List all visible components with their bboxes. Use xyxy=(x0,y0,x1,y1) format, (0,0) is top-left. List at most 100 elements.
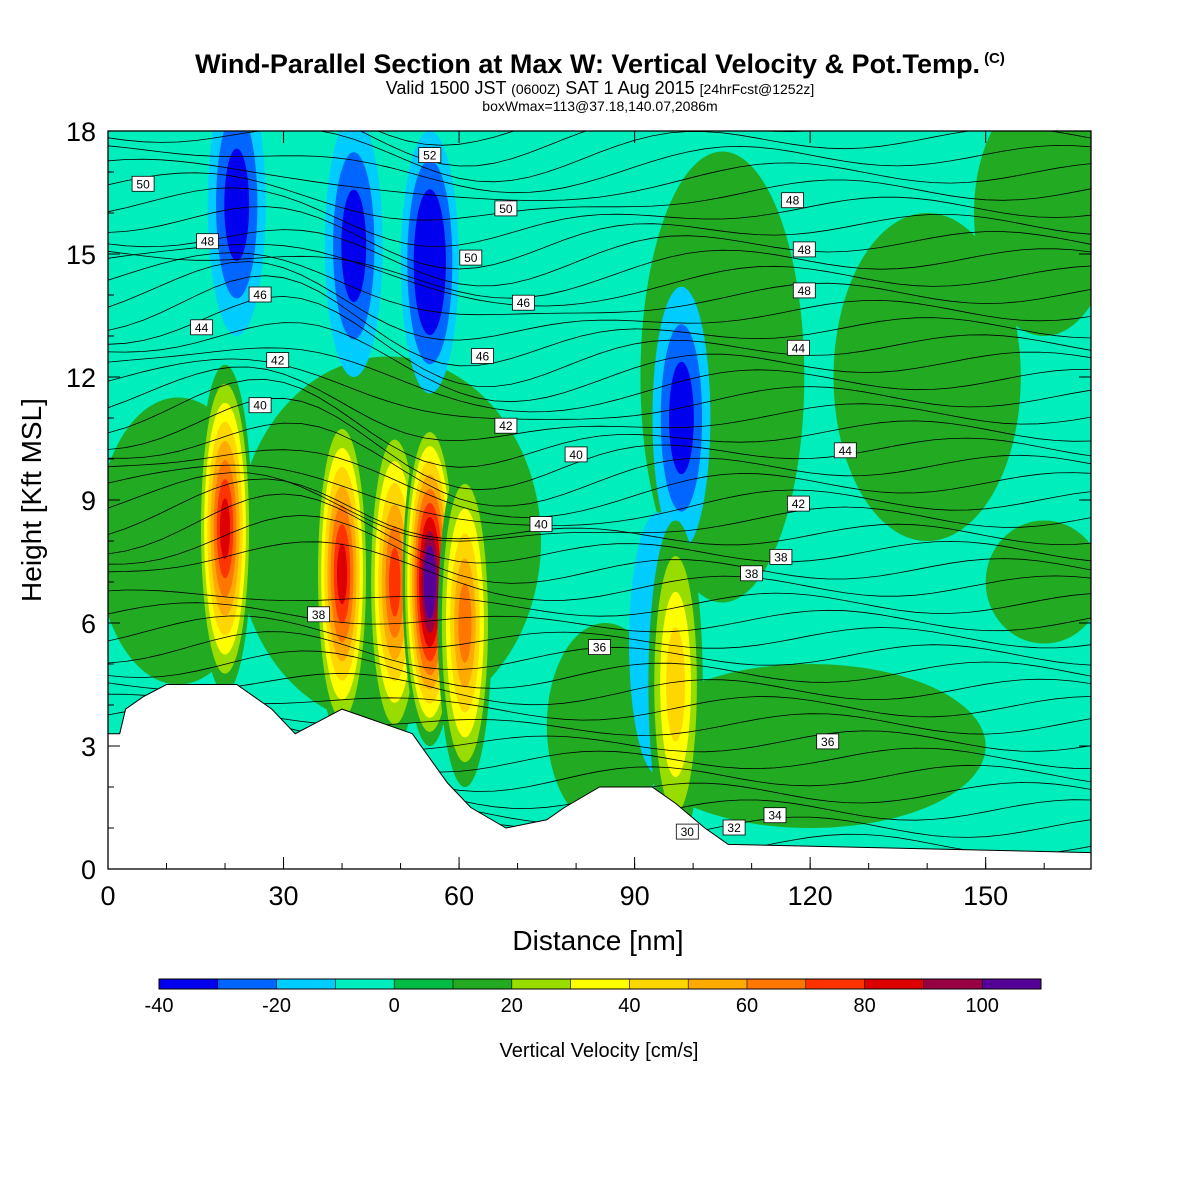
theta-label-text: 52 xyxy=(423,149,437,163)
theta-label-text: 50 xyxy=(464,251,478,265)
theta-contour xyxy=(108,589,1091,617)
theta-contour xyxy=(108,379,1091,468)
copyright-mark: (C) xyxy=(984,50,1005,67)
theta-contour xyxy=(108,347,1091,413)
theta-label: 48 xyxy=(196,233,219,250)
theta-label-box xyxy=(763,807,787,824)
x-axis-title: Distance [nm] xyxy=(512,925,683,956)
theta-label-box xyxy=(787,495,810,512)
theta-label-text: 38 xyxy=(745,567,759,581)
theta-label: 46 xyxy=(471,348,494,364)
theta-contour xyxy=(108,464,1091,527)
y-tick-label: 9 xyxy=(81,486,96,516)
valid-time: Valid 1500 JST (0600Z) SAT 1 Aug 2015 [2… xyxy=(385,78,815,98)
theta-label-box xyxy=(816,733,840,750)
x-tick-label: 30 xyxy=(269,881,299,911)
contour-label-layer: 50 52 50 48 48 50 48 46 48 46 46 44 44 42 44 40 42 40 42 40… xyxy=(131,147,857,840)
y-tick-label: 18 xyxy=(66,117,96,147)
theta-label: 48 xyxy=(792,241,816,258)
x-tick-label: 0 xyxy=(100,881,115,911)
theta-contour xyxy=(108,295,1091,387)
theta-contour xyxy=(108,131,1091,183)
theta-label-text: 40 xyxy=(534,518,548,532)
theta-contour xyxy=(108,693,1091,721)
theta-label-box xyxy=(459,249,483,266)
theta-label-box xyxy=(781,192,804,209)
theta-label: 50 xyxy=(131,175,155,192)
theta-label: 38 xyxy=(740,565,763,582)
colorbar-swatch xyxy=(159,979,219,989)
theta-label-text: 36 xyxy=(593,641,607,655)
updraft-contour xyxy=(219,498,231,560)
downdraft-contour xyxy=(420,218,440,306)
theta-label-box xyxy=(494,417,518,434)
x-tick-label: 90 xyxy=(620,881,650,911)
downdraft-contour xyxy=(341,189,367,303)
colorbar-tick-label: -20 xyxy=(262,995,291,1017)
theta-contour xyxy=(108,187,1091,248)
theta-contour xyxy=(108,275,1091,367)
y-axis-title: Height [Kft MSL] xyxy=(16,398,47,602)
theta-label-box xyxy=(833,442,857,459)
theta-label-text: 36 xyxy=(821,735,835,749)
theta-label: 40 xyxy=(529,516,553,532)
theta-label-text: 50 xyxy=(136,177,150,191)
colorbar-swatch xyxy=(453,979,513,989)
theta-label-box xyxy=(190,319,214,336)
theta-label-box xyxy=(564,446,588,463)
theta-label-text: 38 xyxy=(774,550,788,564)
colorbar-tick-label: 100 xyxy=(966,995,999,1017)
colorbar-tick-label: 0 xyxy=(389,995,400,1017)
colorbar-swatch xyxy=(570,979,630,989)
theta-label: 48 xyxy=(792,282,816,299)
theta-label: 50 xyxy=(459,249,483,266)
theta-label: 34 xyxy=(763,807,787,824)
colorbar-swatch xyxy=(511,979,572,989)
theta-label-text: 34 xyxy=(768,809,782,823)
y-tick-label: 12 xyxy=(66,363,96,393)
theta-contour xyxy=(108,602,1091,633)
theta-contour xyxy=(108,172,1091,221)
theta-label: 52 xyxy=(418,147,442,164)
theta-label-box xyxy=(787,339,810,356)
theta-label-text: 46 xyxy=(476,350,490,364)
theta-label-text: 48 xyxy=(798,284,812,298)
y-tick-label: 15 xyxy=(66,240,96,270)
theta-contour xyxy=(108,478,1091,546)
y-tick-label: 6 xyxy=(81,609,96,639)
theta-label: 38 xyxy=(307,606,331,623)
theta-label: 42 xyxy=(787,495,810,512)
colorbar-swatch xyxy=(276,979,336,989)
weak-updraft-region xyxy=(985,520,1091,644)
velocity-fill-layer xyxy=(108,131,1091,849)
theta-label-box xyxy=(588,639,611,655)
colorbar-tick-label: 60 xyxy=(736,995,758,1017)
theta-label-text: 44 xyxy=(195,321,209,335)
theta-label-text: 38 xyxy=(312,608,326,622)
theta-label-text: 42 xyxy=(271,354,285,368)
theta-label-box xyxy=(675,823,699,840)
colorbar-swatch xyxy=(747,979,807,989)
theta-label-box xyxy=(792,241,816,258)
theta-contour-layer xyxy=(108,131,1091,856)
colorbar-tick-label: 80 xyxy=(853,995,875,1017)
theta-label-box xyxy=(494,200,518,217)
updraft-contour xyxy=(458,583,472,663)
theta-label-box xyxy=(722,819,746,836)
theta-label: 30 xyxy=(675,823,699,840)
theta-label-text: 32 xyxy=(727,821,741,835)
theta-contour xyxy=(108,472,1091,542)
x-tick-label: 60 xyxy=(444,881,474,911)
theta-label-box xyxy=(792,282,816,299)
theta-label-box xyxy=(266,352,290,369)
updraft-contour xyxy=(388,547,401,617)
colorbar-swatch xyxy=(335,979,395,989)
theta-contour xyxy=(108,449,1091,519)
theta-contour xyxy=(108,229,1091,287)
theta-contour xyxy=(108,422,1091,507)
theta-contour xyxy=(108,366,1091,442)
boxmax-info: boxWmax=113@37.18,140.07,2086m xyxy=(482,98,718,114)
theta-label-text: 48 xyxy=(201,235,215,249)
theta-label: 44 xyxy=(787,339,810,356)
